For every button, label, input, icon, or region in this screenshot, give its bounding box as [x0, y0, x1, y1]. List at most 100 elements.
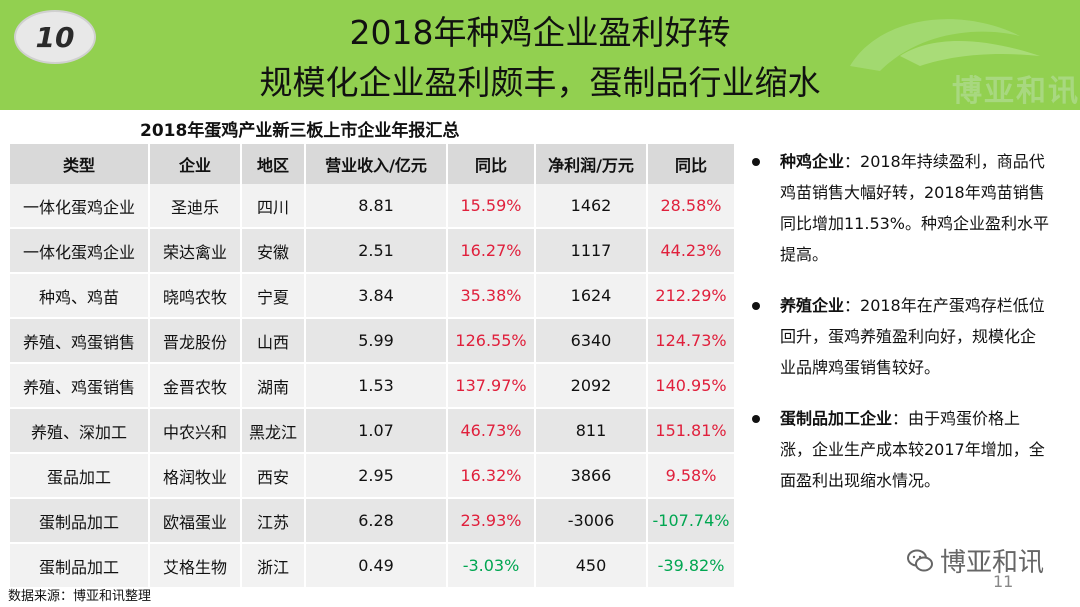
- cell-company: 金晋农牧: [148, 362, 241, 408]
- note-text: ：2018年在产蛋鸡存栏低位回升，蛋鸡养殖盈利向好，规模化企业品牌鸡蛋销售较好。: [780, 296, 1045, 377]
- cell-revenue-yoy: 16.27%: [446, 227, 535, 273]
- brand-name: 博亚和讯: [940, 548, 1045, 578]
- wechat-icon: [907, 549, 933, 571]
- cell-net-profit: 6340: [534, 317, 647, 363]
- bullet-icon: [752, 158, 760, 166]
- cell-company: 晓鸣农牧: [148, 272, 241, 318]
- cell-company: 欧福蛋业: [148, 497, 241, 543]
- table-row: 种鸡、鸡苗 晓鸣农牧 宁夏 3.84 35.38% 1624 212.29%: [10, 272, 734, 318]
- cell-profit-yoy: 151.81%: [646, 407, 734, 453]
- cell-net-profit: 1462: [534, 184, 647, 228]
- cell-net-profit: 3866: [534, 452, 647, 498]
- page-number: 11: [993, 572, 1014, 591]
- note-text: ：2018年持续盈利，商品代鸡苗销售大幅好转，2018年鸡苗销售同比增加11.5…: [780, 152, 1050, 264]
- cell-revenue-yoy: 137.97%: [446, 362, 535, 408]
- cell-profit-yoy: 9.58%: [646, 452, 734, 498]
- header-watermark-text: 博亚和讯: [952, 74, 1080, 109]
- cell-profit-yoy: 212.29%: [646, 272, 734, 318]
- table-row: 养殖、鸡蛋销售 金晋农牧 湖南 1.53 137.97% 2092 140.95…: [10, 362, 734, 408]
- note-breeder-companies: 种鸡企业：2018年持续盈利，商品代鸡苗销售大幅好转，2018年鸡苗销售同比增加…: [750, 146, 1050, 270]
- cell-revenue-yoy: 46.73%: [446, 407, 535, 453]
- cell-company: 艾格生物: [148, 542, 241, 587]
- cell-revenue-yoy: 23.93%: [446, 497, 535, 543]
- cell-type: 种鸡、鸡苗: [10, 272, 149, 318]
- note-text: ：由于鸡蛋价格上涨，企业生产成本较2017年增加，全面盈利出现缩水情况。: [780, 409, 1045, 490]
- cell-revenue: 1.53: [304, 362, 447, 408]
- slide-title-line2: 规模化企业盈利颇丰，蛋制品行业缩水: [259, 63, 821, 102]
- cell-profit-yoy: 44.23%: [646, 227, 734, 273]
- note-lead: 种鸡企业: [780, 152, 845, 171]
- table-row: 养殖、鸡蛋销售 晋龙股份 山西 5.99 126.55% 6340 124.73…: [10, 317, 734, 363]
- cell-type: 养殖、深加工: [10, 407, 149, 453]
- cell-revenue: 1.07: [304, 407, 447, 453]
- cell-company: 荣达禽业: [148, 227, 241, 273]
- table-row: 一体化蛋鸡企业 圣迪乐 四川 8.81 15.59% 1462 28.58%: [10, 184, 734, 228]
- header-revenue: 营业收入/亿元: [304, 144, 447, 184]
- header-company: 企业: [148, 144, 241, 184]
- cell-region: 西安: [240, 452, 305, 498]
- cell-net-profit: 2092: [534, 362, 647, 408]
- cell-revenue: 8.81: [304, 184, 447, 228]
- cell-profit-yoy: 140.95%: [646, 362, 734, 408]
- slide-header: 博亚和讯 10 2018年种鸡企业盈利好转 规模化企业盈利颇丰，蛋制品行业缩水: [0, 0, 1080, 110]
- cell-type: 养殖、鸡蛋销售: [10, 362, 149, 408]
- cell-revenue: 0.49: [304, 542, 447, 587]
- cell-region: 安徽: [240, 227, 305, 273]
- cell-revenue: 6.28: [304, 497, 447, 543]
- cell-type: 蛋制品加工: [10, 497, 149, 543]
- header-type: 类型: [10, 144, 149, 184]
- bullet-icon: [752, 302, 760, 310]
- cell-revenue-yoy: 35.38%: [446, 272, 535, 318]
- cell-region: 浙江: [240, 542, 305, 587]
- cell-type: 蛋制品加工: [10, 542, 149, 587]
- note-egg-processing-companies: 蛋制品加工企业：由于鸡蛋价格上涨，企业生产成本较2017年增加，全面盈利出现缩水…: [750, 403, 1050, 496]
- slide-title-line1: 2018年种鸡企业盈利好转: [349, 13, 731, 52]
- cell-revenue-yoy: 126.55%: [446, 317, 535, 363]
- cell-net-profit: 1117: [534, 227, 647, 273]
- header-profit-yoy: 同比: [646, 144, 734, 184]
- cell-company: 中农兴和: [148, 407, 241, 453]
- cell-revenue: 2.51: [304, 227, 447, 273]
- cell-revenue-yoy: 15.59%: [446, 184, 535, 228]
- table-row: 蛋品加工 格润牧业 西安 2.95 16.32% 3866 9.58%: [10, 452, 734, 498]
- cell-profit-yoy: 28.58%: [646, 184, 734, 228]
- note-farming-companies: 养殖企业：2018年在产蛋鸡存栏低位回升，蛋鸡养殖盈利向好，规模化企业品牌鸡蛋销…: [750, 290, 1050, 383]
- bullet-icon: [752, 415, 760, 423]
- header-net-profit: 净利润/万元: [534, 144, 647, 184]
- note-lead: 养殖企业: [780, 296, 845, 315]
- enterprise-report-table: 类型 企业 地区 营业收入/亿元 同比 净利润/万元 同比 一体化蛋鸡企业 圣迪…: [10, 144, 734, 587]
- cell-type: 养殖、鸡蛋销售: [10, 317, 149, 363]
- cell-net-profit: 1624: [534, 272, 647, 318]
- cell-net-profit: 811: [534, 407, 647, 453]
- table-header-row: 类型 企业 地区 营业收入/亿元 同比 净利润/万元 同比: [10, 144, 734, 184]
- cell-type: 一体化蛋鸡企业: [10, 184, 149, 228]
- cell-type: 蛋品加工: [10, 452, 149, 498]
- table-row: 一体化蛋鸡企业 荣达禽业 安徽 2.51 16.27% 1117 44.23%: [10, 227, 734, 273]
- cell-region: 黑龙江: [240, 407, 305, 453]
- cell-profit-yoy: -39.82%: [646, 542, 734, 587]
- cell-revenue: 3.84: [304, 272, 447, 318]
- brand-watermark-logo: [850, 19, 1040, 71]
- table-row: 蛋制品加工 欧福蛋业 江苏 6.28 23.93% -3006 -107.74%: [10, 497, 734, 543]
- header-revenue-yoy: 同比: [446, 144, 535, 184]
- summary-notes: 种鸡企业：2018年持续盈利，商品代鸡苗销售大幅好转，2018年鸡苗销售同比增加…: [750, 146, 1050, 516]
- brand-footer: 博亚和讯: [906, 542, 1044, 579]
- cell-revenue-yoy: -3.03%: [446, 542, 535, 587]
- cell-region: 江苏: [240, 497, 305, 543]
- cell-region: 湖南: [240, 362, 305, 408]
- table-title: 2018年蛋鸡产业新三板上市企业年报汇总: [140, 121, 460, 141]
- cell-company: 圣迪乐: [148, 184, 241, 228]
- data-source: 数据来源：博亚和讯整理: [8, 589, 152, 604]
- cell-region: 四川: [240, 184, 305, 228]
- cell-profit-yoy: -107.74%: [646, 497, 734, 543]
- cell-company: 格润牧业: [148, 452, 241, 498]
- cell-region: 宁夏: [240, 272, 305, 318]
- cell-net-profit: -3006: [534, 497, 647, 543]
- cell-company: 晋龙股份: [148, 317, 241, 363]
- table-row: 养殖、深加工 中农兴和 黑龙江 1.07 46.73% 811 151.81%: [10, 407, 734, 453]
- cell-revenue: 5.99: [304, 317, 447, 363]
- cell-profit-yoy: 124.73%: [646, 317, 734, 363]
- header-region: 地区: [240, 144, 305, 184]
- slide-number-badge: 10: [14, 10, 96, 64]
- note-lead: 蛋制品加工企业: [780, 409, 893, 428]
